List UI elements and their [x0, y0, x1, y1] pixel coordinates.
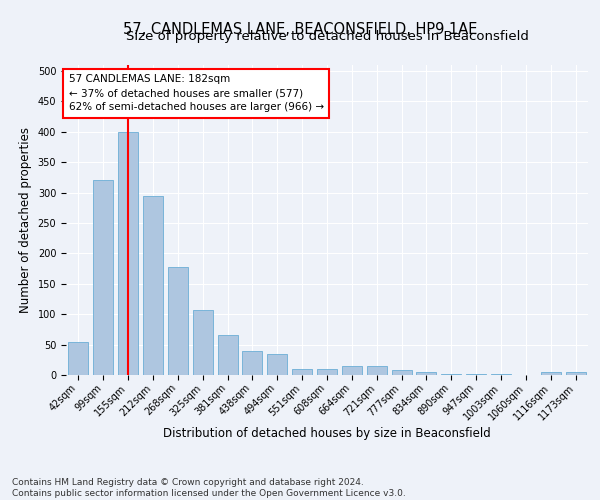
Bar — [342, 366, 362, 375]
Bar — [416, 372, 436, 375]
Bar — [466, 374, 486, 375]
Bar — [168, 267, 188, 375]
Bar — [541, 372, 560, 375]
Bar — [68, 342, 88, 375]
Bar — [193, 310, 212, 375]
Title: Size of property relative to detached houses in Beaconsfield: Size of property relative to detached ho… — [125, 30, 529, 43]
Text: 57, CANDLEMAS LANE, BEACONSFIELD, HP9 1AE: 57, CANDLEMAS LANE, BEACONSFIELD, HP9 1A… — [123, 22, 477, 38]
Bar — [143, 196, 163, 375]
Text: Contains HM Land Registry data © Crown copyright and database right 2024.
Contai: Contains HM Land Registry data © Crown c… — [12, 478, 406, 498]
X-axis label: Distribution of detached houses by size in Beaconsfield: Distribution of detached houses by size … — [163, 428, 491, 440]
Bar — [392, 370, 412, 375]
Bar — [367, 366, 386, 375]
Bar — [566, 372, 586, 375]
Bar — [317, 369, 337, 375]
Bar — [242, 350, 262, 375]
Bar — [292, 369, 312, 375]
Bar — [94, 180, 113, 375]
Bar — [268, 354, 287, 375]
Bar — [491, 374, 511, 375]
Bar — [218, 336, 238, 375]
Y-axis label: Number of detached properties: Number of detached properties — [19, 127, 32, 313]
Text: 57 CANDLEMAS LANE: 182sqm
← 37% of detached houses are smaller (577)
62% of semi: 57 CANDLEMAS LANE: 182sqm ← 37% of detac… — [68, 74, 324, 112]
Bar — [118, 132, 138, 375]
Bar — [442, 374, 461, 375]
